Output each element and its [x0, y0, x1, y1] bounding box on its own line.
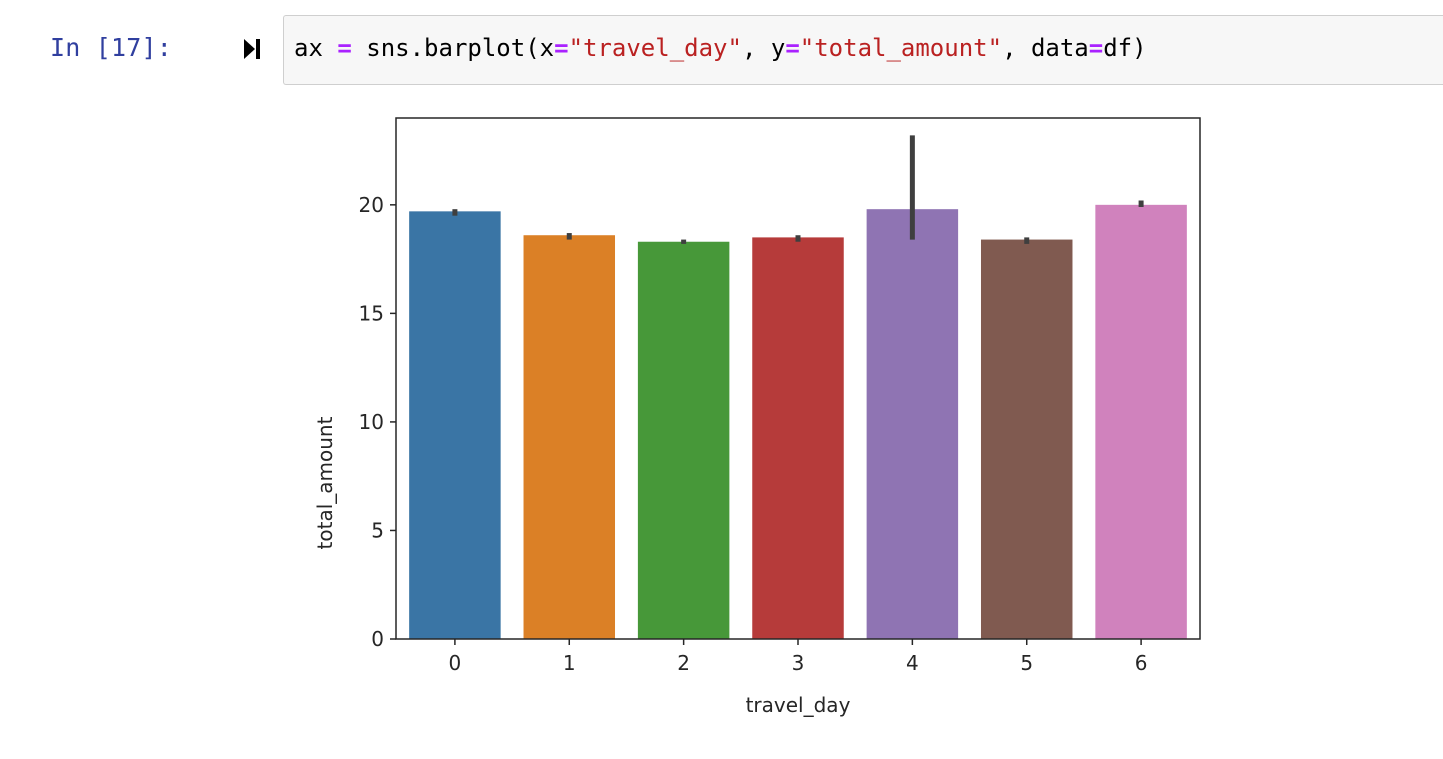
bar-6	[1095, 204, 1187, 639]
cell-output: total_amount travel_day 0 1 2 3 4 5 6 0 5 10 15 20	[300, 100, 1220, 740]
notebook-cell: In [17]: ax = sns.barplot(x="travel_day"…	[0, 0, 1443, 90]
axes-frame	[395, 117, 1201, 640]
code-operator: =	[785, 34, 800, 62]
code-line: ax = sns.barplot(x="travel_day", y="tota…	[294, 34, 1147, 62]
bar-2	[637, 241, 730, 640]
code-call: sns.barplot(x	[351, 34, 555, 62]
x-tick-label-6: 6	[1135, 651, 1148, 675]
x-axis-label: travel_day	[746, 693, 851, 717]
y-axis-label: total_amount	[313, 416, 337, 549]
code-string-y: "total_amount"	[799, 34, 1003, 62]
x-tick-label-3: 3	[792, 651, 805, 675]
x-tick-label-2: 2	[677, 651, 690, 675]
code-text: , y	[741, 34, 786, 62]
bar-3	[752, 237, 844, 640]
y-tick-label-15: 15	[359, 301, 384, 325]
code-text: df)	[1103, 34, 1147, 62]
code-input[interactable]: ax = sns.barplot(x="travel_day", y="tota…	[283, 15, 1443, 85]
x-tick-label-1: 1	[563, 651, 576, 675]
bar-chart: total_amount travel_day 0 1 2 3 4 5 6 0 5 10 15 20	[313, 117, 1201, 717]
bar-5	[980, 239, 1073, 640]
code-operator: =	[1088, 34, 1104, 62]
bar-1	[523, 235, 616, 639]
x-tick-label-5: 5	[1020, 651, 1033, 675]
code-variable: ax	[294, 34, 338, 62]
code-string-x: "travel_day"	[568, 34, 742, 62]
code-text: , data	[1002, 34, 1089, 62]
bar-0	[409, 211, 501, 639]
code-operator: =	[337, 34, 352, 62]
code-operator: =	[554, 34, 569, 62]
x-tick-label-0: 0	[449, 651, 462, 675]
y-tick-label-5: 5	[371, 518, 384, 542]
y-tick-label-20: 20	[359, 193, 384, 217]
y-tick-label-0: 0	[371, 627, 384, 651]
run-cell-icon[interactable]	[244, 39, 260, 59]
cell-prompt: In [17]:	[50, 33, 173, 62]
y-tick-label-10: 10	[359, 410, 384, 434]
x-tick-label-4: 4	[906, 651, 919, 675]
bar-4	[866, 209, 959, 640]
